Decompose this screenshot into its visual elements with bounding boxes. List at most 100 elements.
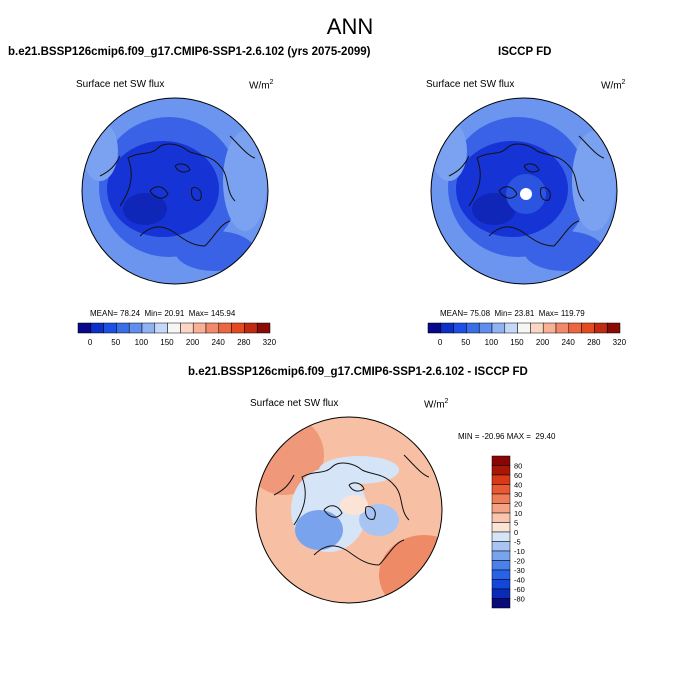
colorbar-tick-label: 150 [510,338,524,347]
colorbar-tick-label: -30 [514,566,525,575]
map-field [82,98,268,284]
colorbar-box [491,579,511,590]
colorbar-box [491,455,511,466]
coastline [498,186,518,199]
colorbar-box [530,322,544,334]
colorbar-box [491,512,511,523]
coastline [468,143,538,207]
colorbar-box [491,550,511,561]
coastline [273,474,295,496]
colorbar-box [594,322,608,334]
colorbar-box [491,322,506,334]
coastline [348,482,365,492]
colorbar-box [542,322,557,334]
colorbar-box [555,322,570,334]
panel3-stats: MIN = -20.96 MAX = 29.40 [458,432,556,441]
colorbar-tick-label: 320 [263,338,277,347]
colorbar-tick-label: 40 [514,481,522,490]
colorbar-tick-label: 320 [613,338,627,347]
coastline [99,155,121,177]
map-field [431,98,617,284]
colorbar-tick-label: 50 [111,338,120,347]
colorbar-tick-label: 5 [514,519,518,528]
colorbar-box [244,322,258,334]
colorbar-tick-label: 0 [88,338,93,347]
panel3-field-label: Surface net SW flux [250,398,339,409]
colorbar-tick-label: 100 [485,338,499,347]
coastline [365,506,376,520]
colorbar-box [440,322,454,334]
panel2-colorbar: 0 50 100 150 200 240 280 320 [427,322,627,347]
colorbar-box [154,322,168,334]
colorbar-tick-label: -60 [514,585,525,594]
map-border [81,97,269,285]
colorbar-tick-label: 0 [514,528,518,537]
colorbar-tick-label: -80 [514,595,525,604]
colorbar-box [491,588,511,599]
panel1-title: b.e21.BSSP126cmip6.f09_g17.CMIP6-SSP1-2.… [8,46,371,58]
coastline [553,220,580,247]
colorbar-box [491,560,511,571]
colorbar-box [491,598,511,609]
colorbar-box [256,322,271,334]
main-title: ANN [326,14,374,39]
colorbar-tick-label: 200 [186,338,200,347]
colorbar-tick-label: 240 [561,338,575,347]
colorbar-box [427,322,442,334]
coastline [313,545,380,566]
colorbar-box [116,322,130,334]
coastline [403,454,430,478]
colorbar-box [606,322,621,334]
panel3-polar-map [255,416,443,604]
colorbar-tick-label: 280 [587,338,601,347]
panel1-stats: MEAN= 78.24 Min= 20.91 Max= 145.94 [90,309,236,318]
colorbar-tick-label: -40 [514,576,525,585]
coastline [204,220,231,247]
panel1-field-label: Surface net SW flux [76,79,165,90]
coastline [578,135,605,159]
panel2-title: ISCCP FD [498,46,552,58]
panel3-units: W/m2 [424,398,449,411]
colorbar-box [517,322,531,334]
panel1-units: W/m2 [249,79,274,92]
colorbar-box [180,322,194,334]
map-border [255,416,443,604]
coastline [540,187,551,201]
colorbar-box [231,322,245,334]
colorbar-box [491,493,511,504]
colorbar-tick-label: 10 [514,509,522,518]
colorbar-tick-label: 150 [160,338,174,347]
colorbar-box [453,322,467,334]
panel1-colorbar: 0 50 100 150 200 240 280 320 [77,322,277,347]
colorbar-box [504,322,518,334]
coastline [378,539,405,566]
colorbar-box [491,522,511,533]
coastline [229,135,256,159]
colorbar-box [167,322,181,334]
colorbar-box [478,322,493,334]
colorbar-box [466,322,480,334]
colorbar-box [568,322,582,334]
colorbar-tick-label: 50 [461,338,470,347]
panel2-polar-map [430,97,618,285]
coastline [448,155,470,177]
colorbar-box [491,484,511,495]
map-field [256,417,442,603]
panel1-polar-map [81,97,269,285]
coastline [323,505,343,518]
map-border [430,97,618,285]
coastline [119,143,189,207]
panel2-field-label: Surface net SW flux [426,79,515,90]
coastline [191,187,202,201]
colorbar-box [128,322,143,334]
colorbar-box [491,541,511,552]
colorbar-box [205,322,220,334]
colorbar-tick-label: 30 [514,490,522,499]
panel3-title: b.e21.BSSP126cmip6.f09_g17.CMIP6-SSP1-2.… [188,366,528,378]
colorbar-tick-label: -10 [514,547,525,556]
colorbar-box [90,322,104,334]
colorbar-box [491,465,511,476]
coastline [174,163,191,173]
colorbar-tick-label: 20 [514,500,522,509]
